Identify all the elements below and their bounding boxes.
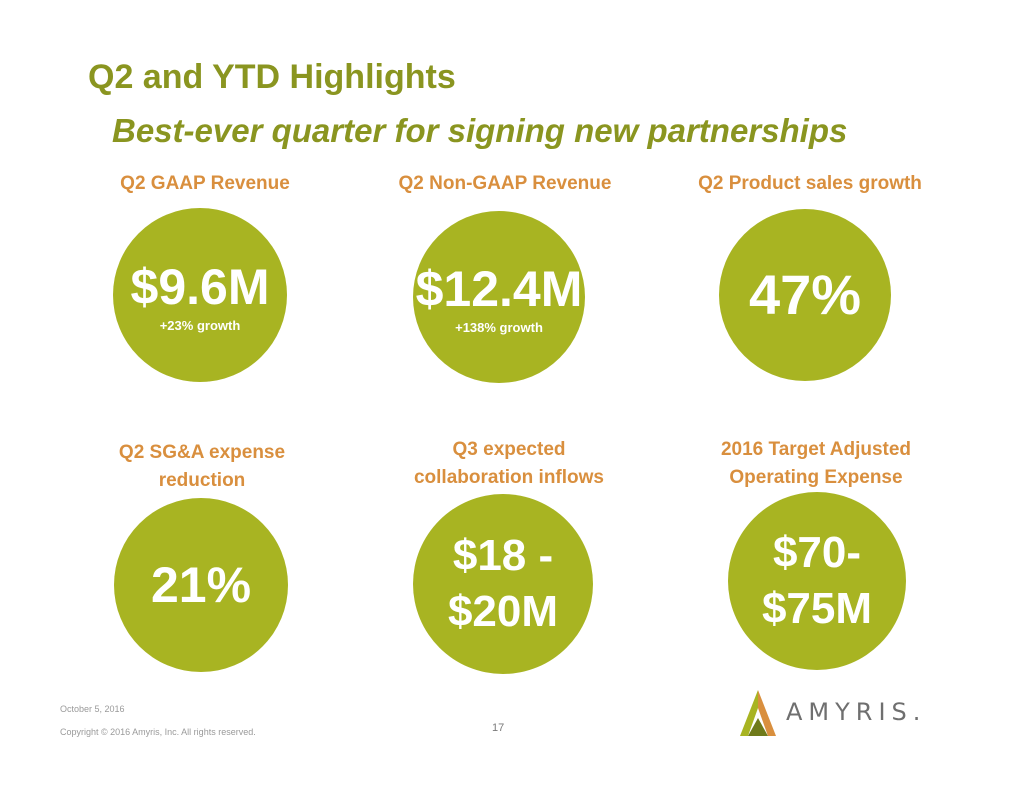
metric-value-product-sales-growth: 47% bbox=[748, 263, 862, 326]
slide-title: Q2 and YTD Highlights bbox=[88, 58, 456, 96]
metric-note-non-gaap-revenue: +138% growth bbox=[455, 319, 543, 335]
amyris-logo-wordmark: AMYRIS. bbox=[786, 698, 927, 726]
metric-value-target-opex-line2: $75M bbox=[761, 584, 873, 633]
page-number: 17 bbox=[492, 722, 505, 734]
metric-value-gaap-revenue: $9.6M bbox=[130, 258, 270, 315]
metric-label-gaap-revenue: Q2 GAAP Revenue bbox=[120, 173, 290, 194]
metric-label-target-opex: 2016 Target Adjusted Operating Expense bbox=[720, 439, 912, 488]
metric-circle-product-sales-growth: 47% bbox=[719, 209, 891, 381]
metric-value-collaboration-inflows-line2: $20M bbox=[447, 587, 559, 636]
metric-label-product-sales-growth: Q2 Product sales growth bbox=[698, 173, 922, 194]
metric-circle-target-opex: $70- $75M bbox=[728, 492, 906, 670]
slide-subtitle: Best-ever quarter for signing new partne… bbox=[112, 112, 848, 149]
metric-note-gaap-revenue: +23% growth bbox=[159, 317, 241, 333]
footer-date: October 5, 2016 bbox=[60, 704, 125, 714]
metric-value-non-gaap-revenue: $12.4M bbox=[415, 260, 583, 317]
footer-copyright: Copyright © 2016 Amyris, Inc. All rights… bbox=[60, 727, 256, 737]
metric-circle-sga-reduction: 21% bbox=[114, 498, 288, 672]
metric-label-non-gaap-revenue: Q2 Non-GAAP Revenue bbox=[398, 173, 612, 194]
metric-value-collaboration-inflows-line1: $18 - bbox=[452, 531, 554, 580]
metric-value-sga-reduction: 21% bbox=[150, 557, 252, 613]
metric-circle-non-gaap-revenue: $12.4M +138% growth bbox=[413, 211, 585, 383]
metric-value-target-opex-line1: $70- bbox=[772, 528, 862, 577]
metric-label-sga-reduction: Q2 SG&A expense reduction bbox=[118, 442, 286, 491]
metric-circle-collaboration-inflows: $18 - $20M bbox=[413, 494, 593, 674]
amyris-logo: AMYRIS. bbox=[736, 688, 946, 738]
metric-circle-gaap-revenue: $9.6M +23% growth bbox=[113, 208, 287, 382]
amyris-logo-mark-icon bbox=[740, 690, 776, 736]
metric-label-collaboration-inflows: Q3 expected collaboration inflows bbox=[413, 439, 604, 488]
